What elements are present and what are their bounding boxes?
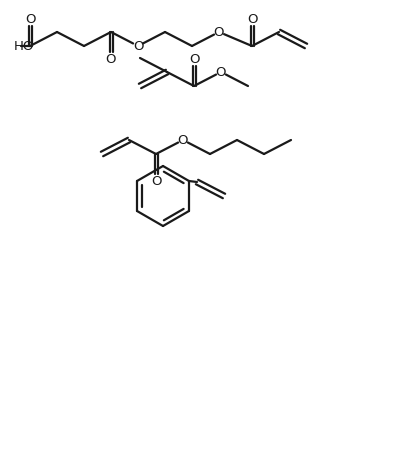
Text: O: O	[214, 25, 224, 39]
Text: O: O	[133, 40, 143, 53]
Text: O: O	[25, 12, 35, 25]
Text: O: O	[151, 175, 161, 188]
Text: O: O	[216, 65, 226, 78]
Text: O: O	[247, 12, 257, 25]
Text: O: O	[106, 53, 116, 65]
Text: O: O	[178, 134, 188, 147]
Text: O: O	[189, 53, 199, 65]
Text: HO: HO	[14, 40, 34, 53]
